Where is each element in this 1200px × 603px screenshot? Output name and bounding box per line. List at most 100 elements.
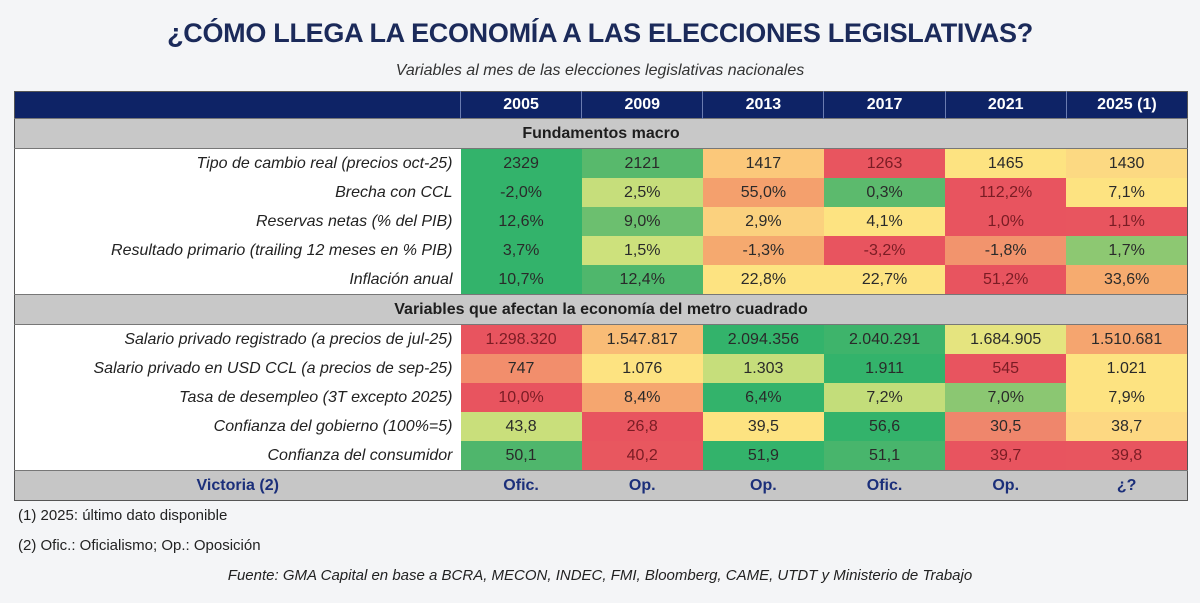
table-row: Inflación anual 10,7% 12,4% 22,8% 22,7% 51,2%… [14, 265, 1188, 295]
heat-cell: 50,1 [460, 441, 582, 471]
table-row: Salario privado en USD CCL (a precios de… [14, 354, 1188, 383]
data-table: 2005 2009 2013 2017 2021 2025 (1) Fundamentos… [14, 91, 1188, 501]
heat-cell: 2,9% [702, 207, 824, 236]
heat-cell: 1.911 [823, 354, 946, 383]
heat-cell: 22,8% [702, 265, 824, 295]
heat-cell: 40,2 [581, 441, 703, 471]
heat-cell: 7,2% [823, 383, 946, 412]
heat-cell: 30,5 [945, 412, 1067, 441]
heat-cell: 1.298.320 [460, 324, 582, 354]
heat-cell: -1,3% [702, 236, 824, 265]
victory-cell: Op. [581, 470, 703, 501]
heat-cell: 8,4% [581, 383, 703, 412]
heat-cell: 12,4% [581, 265, 703, 295]
heat-cell: 7,9% [1066, 383, 1188, 412]
victory-cell: Op. [945, 470, 1067, 501]
footnote-1: (1) 2025: último dato disponible [18, 507, 228, 524]
heat-cell: 0,3% [823, 178, 946, 207]
row-label: Resultado primario (trailing 12 meses en… [14, 236, 461, 265]
section-header-row: Variables que afectan la economía del me… [14, 294, 1188, 325]
heat-cell: 112,2% [945, 178, 1067, 207]
heat-cell: 12,6% [460, 207, 582, 236]
table-row: Resultado primario (trailing 12 meses en… [14, 236, 1188, 265]
heat-cell: 747 [460, 354, 582, 383]
heat-cell: -2,0% [460, 178, 582, 207]
table-row: Salario privado registrado (a precios de… [14, 324, 1188, 354]
heat-cell: 1430 [1066, 148, 1188, 178]
heat-cell: 2121 [581, 148, 703, 178]
heat-cell: 1,0% [945, 207, 1067, 236]
heat-cell: 9,0% [581, 207, 703, 236]
heat-cell: 545 [945, 354, 1067, 383]
row-label: Confianza del gobierno (100%=5) [14, 412, 461, 441]
heat-cell: 1465 [945, 148, 1067, 178]
column-header-0: 2005 [459, 91, 582, 119]
heat-cell: 39,8 [1066, 441, 1188, 471]
victory-cell: Ofic. [460, 470, 582, 501]
heat-cell: 1.684.905 [945, 324, 1067, 354]
heat-cell: 1,1% [1066, 207, 1188, 236]
heat-cell: 1.076 [581, 354, 703, 383]
page-title: ¿CÓMO LLEGA LA ECONOMÍA A LAS ELECCIONES… [167, 18, 1033, 48]
column-header-5: 2025 (1) [1065, 91, 1188, 119]
heat-cell: 55,0% [702, 178, 824, 207]
row-label: Tasa de desempleo (3T excepto 2025) [14, 383, 461, 412]
section-title: Variables que afectan la economía del me… [14, 294, 1188, 325]
victory-label: Victoria (2) [14, 470, 461, 501]
victory-row: Victoria (2) Ofic. Op. Op. Ofic. Op. ¿? [14, 470, 1188, 501]
header-blank [14, 91, 461, 119]
table-row: Reservas netas (% del PIB) 12,6% 9,0% 2,9% 4… [14, 207, 1188, 236]
heat-cell: 10,0% [460, 383, 582, 412]
heat-cell: 2.094.356 [702, 324, 824, 354]
heat-cell: 1,7% [1066, 236, 1188, 265]
heat-cell: 1.510.681 [1066, 324, 1188, 354]
heat-cell: 1.021 [1066, 354, 1188, 383]
section-title: Fundamentos macro [14, 118, 1188, 149]
heat-cell: 22,7% [823, 265, 946, 295]
heat-cell: 3,7% [460, 236, 582, 265]
heat-cell: 7,0% [945, 383, 1067, 412]
heat-cell: 33,6% [1066, 265, 1188, 295]
heat-cell: 51,2% [945, 265, 1067, 295]
table-row: Tasa de desempleo (3T excepto 2025) 10,0%… [14, 383, 1188, 412]
heat-cell: -3,2% [823, 236, 946, 265]
footnote-2: (2) Ofic.: Oficialismo; Op.: Oposición [18, 537, 261, 554]
heat-cell: 56,6 [823, 412, 946, 441]
heat-cell: 51,1 [823, 441, 946, 471]
heat-cell: 7,1% [1066, 178, 1188, 207]
victory-cell: Ofic. [823, 470, 946, 501]
heat-cell: 51,9 [702, 441, 824, 471]
row-label: Reservas netas (% del PIB) [14, 207, 461, 236]
victory-cell: ¿? [1066, 470, 1188, 501]
heat-cell: 10,7% [460, 265, 582, 295]
heat-cell: 43,8 [460, 412, 582, 441]
row-label: Confianza del consumidor [14, 441, 461, 471]
row-label: Tipo de cambio real (precios oct-25) [14, 148, 461, 178]
row-label: Salario privado en USD CCL (a precios de… [14, 354, 461, 383]
heat-cell: 2,5% [581, 178, 703, 207]
column-header-4: 2021 [944, 91, 1067, 119]
heat-cell: 39,5 [702, 412, 824, 441]
heat-cell: 1.547.817 [581, 324, 703, 354]
table-row: Tipo de cambio real (precios oct-25) 2329… [14, 148, 1188, 178]
header-row: 2005 2009 2013 2017 2021 2025 (1) [14, 91, 1188, 119]
row-label: Brecha con CCL [14, 178, 461, 207]
heat-cell: 39,7 [945, 441, 1067, 471]
heat-cell: 1417 [702, 148, 824, 178]
column-header-2: 2013 [702, 91, 824, 119]
heat-cell: 26,8 [581, 412, 703, 441]
page-subtitle: Variables al mes de las elecciones legis… [395, 62, 805, 79]
column-header-1: 2009 [581, 91, 703, 119]
table-row: Confianza del gobierno (100%=5) 43,8 26,8 3… [14, 412, 1188, 441]
heat-cell: 2329 [460, 148, 582, 178]
row-label: Salario privado registrado (a precios de… [14, 324, 461, 354]
table-row: Brecha con CCL -2,0% 2,5% 55,0% 0,3% 112,2% 7,… [14, 178, 1188, 207]
heat-cell: 1,5% [581, 236, 703, 265]
heat-cell: 2.040.291 [823, 324, 946, 354]
section-header-row: Fundamentos macro [14, 118, 1188, 149]
heat-cell: -1,8% [945, 236, 1067, 265]
column-header-3: 2017 [823, 91, 946, 119]
heat-cell: 1263 [823, 148, 946, 178]
heat-cell: 38,7 [1066, 412, 1188, 441]
row-label: Inflación anual [14, 265, 461, 295]
